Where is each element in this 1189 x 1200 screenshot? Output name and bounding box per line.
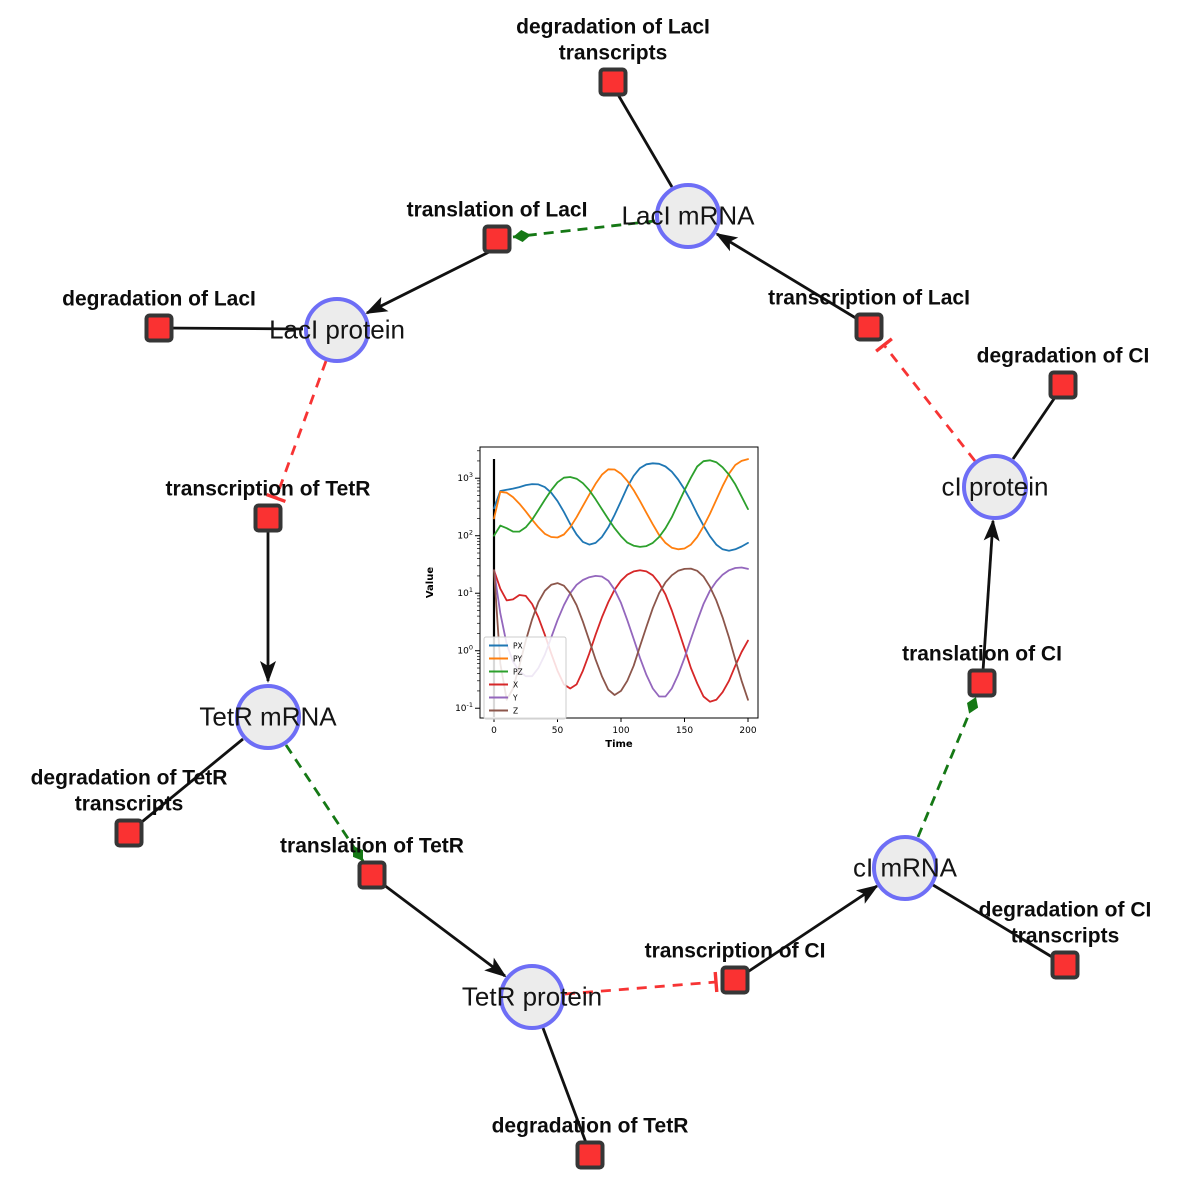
reaction-degradation-laci[interactable]: degradation of LacI	[62, 287, 256, 343]
reaction-transcription-ci[interactable]: transcription of CI	[645, 939, 825, 995]
edge-ciprotein-to-deg	[1011, 389, 1062, 460]
reaction-label: translation of CI	[902, 642, 1062, 666]
reaction-label: translation of LacI	[406, 198, 588, 222]
reaction-degradation-ci-transcripts[interactable]: degradation of CI transcripts	[979, 898, 1151, 980]
series-Z-line	[493, 567, 749, 701]
x-tick-label: 200	[739, 726, 756, 736]
inset-simulation-chart: 10-1 100 101 102 103 0 50 100 150 200 Time Value PX P…	[420, 437, 772, 767]
edge-tetrmrna-to-deg-transcripts	[131, 737, 244, 832]
species-label: LacI mRNA	[621, 200, 755, 231]
reaction-transcription-tetr[interactable]: transcription of TetR	[166, 477, 370, 533]
x-axis-label: Time	[605, 739, 633, 750]
edge-transcription-to-cimrna	[745, 884, 879, 975]
reaction-degradation-ci[interactable]: degradation of CI	[977, 344, 1149, 400]
edge-translation-to-laciprotein	[365, 250, 490, 315]
reaction-label: transcription of CI	[644, 939, 826, 963]
legend-label-PX: PX	[513, 641, 523, 650]
species-ci-mrna[interactable]: cI mRNA	[853, 835, 957, 901]
legend-label-PY: PY	[513, 654, 522, 663]
x-tick-label: 150	[676, 726, 693, 736]
species-ci-protein[interactable]: cI protein	[942, 454, 1048, 520]
reaction-translation-ci[interactable]: translation of CI	[902, 642, 1062, 698]
edge-translation-to-tetrprotein	[383, 883, 507, 978]
edge-transcription-to-lacimrna	[715, 232, 860, 322]
species-laci-protein[interactable]: LacI protein	[269, 297, 405, 363]
species-label: TetR protein	[461, 981, 603, 1012]
species-laci-mrna[interactable]: LacI mRNA	[622, 183, 754, 249]
edge-tetrmrna-to-translation	[284, 744, 365, 862]
series-PY-line	[493, 458, 749, 551]
edge-lacimrna-to-deg-transcripts	[611, 85, 674, 188]
legend-label-Z: Z	[513, 706, 518, 715]
species-label: cI protein	[941, 471, 1049, 502]
edge-laciprotein-to-deg	[161, 326, 304, 331]
reaction-translation-tetr[interactable]: translation of TetR	[280, 834, 464, 890]
edge-laciprotein-inhibits-transcription-tetr	[266, 360, 328, 504]
reaction-degradation-tetr[interactable]: degradation of TetR	[492, 1114, 688, 1170]
species-label: cI mRNA	[853, 852, 957, 883]
reaction-label: degradation of CI	[976, 344, 1150, 368]
series-PZ-line	[493, 459, 749, 548]
series-PX-line	[493, 462, 749, 552]
x-tick-label: 50	[552, 726, 564, 736]
edge-cimrna-to-deg-transcripts	[932, 883, 1063, 965]
edge-lacimrna-to-translation	[512, 219, 656, 242]
reaction-label: degradation of CI transcripts	[978, 898, 1152, 948]
legend-label-Y: Y	[512, 693, 518, 702]
reaction-label: transcription of LacI	[768, 286, 970, 310]
y-axis-label: Value	[425, 567, 436, 598]
y-tick-label: 101	[457, 586, 473, 599]
reaction-degradation-laci-transcripts[interactable]: degradation of LacI transcripts	[516, 15, 710, 97]
edge-cimrna-to-translation	[916, 696, 979, 838]
y-tick-label: 10-1	[455, 701, 473, 714]
legend-label-PZ: PZ	[513, 667, 523, 676]
reaction-label: translation of TetR	[280, 834, 464, 858]
x-tick-label: 100	[612, 726, 629, 736]
reaction-translation-laci[interactable]: translation of LacI	[407, 198, 587, 254]
edge-ciprotein-inhibits-transcription-laci	[875, 337, 977, 462]
edge-tetrprotein-to-deg	[541, 1027, 590, 1149]
species-tetr-mrna[interactable]: TetR mRNA	[199, 684, 337, 750]
reaction-degradation-tetr-transcripts[interactable]: degradation of TetR transcripts	[31, 766, 227, 848]
chart-legend: PX PY PZ XYZ	[483, 636, 567, 720]
y-tick-label: 103	[457, 471, 473, 484]
legend-label-X: X	[513, 680, 518, 689]
y-tick-label: 102	[457, 529, 473, 542]
y-tick-label: 100	[457, 644, 473, 657]
reaction-label: transcription of TetR	[165, 477, 371, 501]
reaction-label: degradation of TetR transcripts	[30, 766, 228, 816]
reaction-label: degradation of TetR	[491, 1114, 689, 1138]
reaction-label: degradation of LacI transcripts	[516, 15, 710, 65]
reaction-transcription-laci[interactable]: transcription of LacI	[768, 286, 970, 342]
edge-tetrprotein-inhibits-transcription-ci	[564, 971, 719, 996]
edge-translation-to-ciprotein	[981, 519, 1000, 672]
reaction-label: degradation of LacI	[62, 287, 256, 311]
species-label: TetR mRNA	[199, 701, 337, 732]
x-tick-label: 0	[491, 726, 497, 736]
series-X-line	[493, 569, 749, 703]
species-tetr-protein[interactable]: TetR protein	[462, 964, 602, 1030]
species-label: LacI protein	[269, 314, 405, 345]
